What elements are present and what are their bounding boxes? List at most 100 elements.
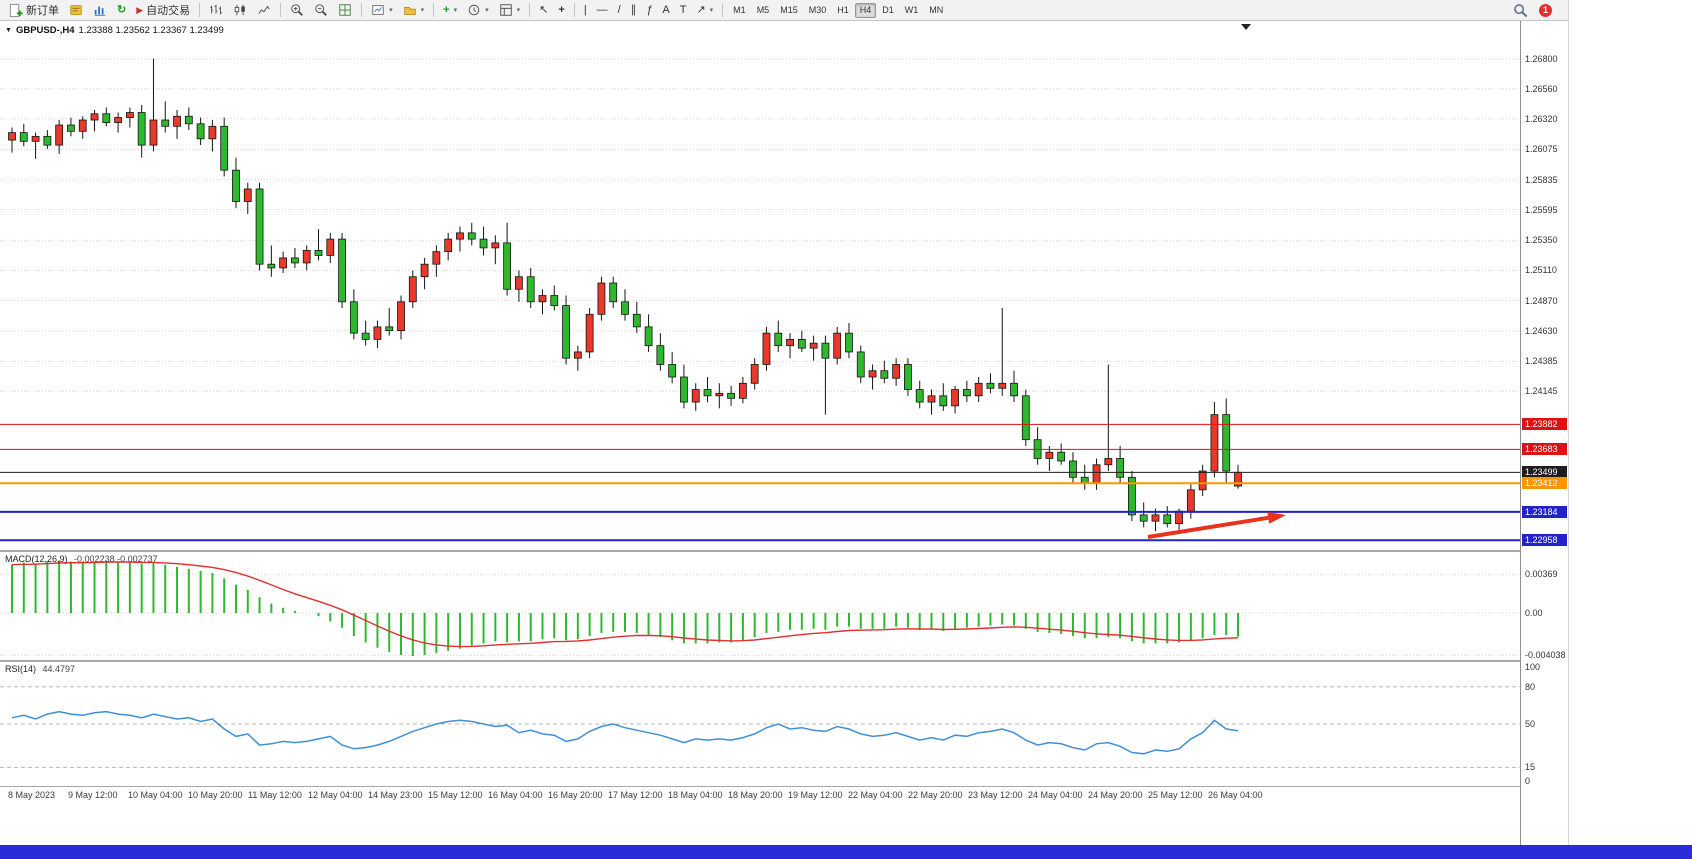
price-tag: 1.22958: [1522, 534, 1567, 547]
fibonacci-icon: ƒ: [646, 4, 653, 16]
market-watch-icon: [94, 6, 106, 16]
new-order-button[interactable]: 新订单: [4, 2, 63, 18]
time-axis-label: 18 May 20:00: [728, 790, 783, 800]
ohlc-values: 1.23388 1.23562 1.23367 1.23499: [78, 25, 224, 36]
timeframe-toolbar: M1 M5 M15 M30 H1 H4 D1 W1 MN: [728, 2, 948, 18]
cursor-button[interactable]: ↖: [535, 2, 552, 18]
time-axis-label: 11 May 12:00: [248, 790, 302, 800]
rsi-axis-label: 0: [1525, 776, 1531, 786]
macd-panel[interactable]: MACD(12,26,9) -0.002238 -0.002737: [0, 552, 1520, 662]
price-axis-label: 1.24385: [1525, 356, 1558, 367]
time-axis[interactable]: 8 May 2023 9 May 12:00 10 May 04:00 10 May …: [0, 787, 1520, 804]
time-axis-label: 8 May 2023: [8, 790, 56, 800]
price-axis-label: 1.25835: [1525, 174, 1558, 185]
rsi-axis-label: 50: [1525, 719, 1536, 729]
profiles-button[interactable]: ▾: [399, 2, 429, 18]
timeframe-button-H1[interactable]: H1: [832, 3, 854, 18]
zoom-in-button[interactable]: [286, 2, 308, 18]
rsi-value: 44.4797: [42, 664, 76, 674]
tile-windows-button[interactable]: [334, 2, 356, 18]
autotrading-button[interactable]: ▶ 自动交易: [132, 2, 194, 18]
rsi-axis-label: 80: [1525, 681, 1536, 692]
candlestick-chart[interactable]: [0, 21, 1520, 550]
trendline-icon: /: [617, 4, 621, 16]
rsi-line: [11, 710, 1239, 755]
label-button[interactable]: T: [676, 2, 691, 18]
templates-icon: [499, 4, 512, 16]
price-chart-panel[interactable]: ▼ GBPUSD-,H4 1.23388 1.23562 1.23367 1.2…: [0, 21, 1520, 552]
mt4-terminal-window: 新订单 ↻ ▶ 自动交易: [0, 0, 1569, 846]
vertical-line-button[interactable]: |: [580, 2, 591, 18]
price-tag: 1.23499: [1522, 466, 1567, 479]
search-button[interactable]: [1509, 2, 1532, 18]
bar-chart-type-button[interactable]: [205, 2, 227, 18]
text-button[interactable]: A: [658, 2, 673, 18]
time-axis-label: 22 May 04:00: [848, 790, 903, 800]
time-axis-label: 16 May 20:00: [548, 790, 603, 800]
rsi-chart[interactable]: [0, 662, 1520, 786]
tile-windows-icon: [339, 4, 351, 16]
macd-label: MACD(12,26,9) -0.002238 -0.002737: [5, 554, 158, 564]
vertical-line-icon: |: [583, 4, 587, 16]
new-chart-icon: [372, 5, 384, 15]
timeframe-button-M30[interactable]: M30: [804, 3, 832, 18]
templates-button[interactable]: ▾: [495, 2, 525, 18]
rsi-panel[interactable]: RSI(14) 44.4797: [0, 662, 1520, 787]
chart-ohlc-header: ▼ GBPUSD-,H4 1.23388 1.23562 1.23367 1.2…: [5, 25, 224, 36]
timeframe-button-D1[interactable]: D1: [877, 3, 899, 18]
timeframe-button-M5[interactable]: M5: [752, 3, 775, 18]
price-axis-label: 1.24870: [1525, 295, 1558, 306]
dropdown-icon: ▾: [516, 7, 521, 14]
price-axis-label: 1.25350: [1525, 235, 1558, 246]
price-tag: 1.23882: [1522, 418, 1567, 431]
time-axis-label: 14 May 23:00: [368, 790, 423, 800]
crosshair-button[interactable]: +: [554, 2, 568, 18]
fibonacci-button[interactable]: ƒ: [642, 2, 656, 18]
price-axis-label: 1.26800: [1525, 53, 1558, 64]
timeframe-button-M1[interactable]: M1: [728, 3, 751, 18]
macd-chart[interactable]: [0, 552, 1520, 660]
candlestick-chart-icon: [234, 4, 245, 16]
text-icon: A: [662, 4, 670, 16]
price-axis-label: 1.24630: [1525, 325, 1558, 336]
price-axis[interactable]: 1.26800 1.26560 1.26320 1.26075 1.25835 1.255…: [1520, 21, 1568, 846]
rsi-axis-label: 100: [1525, 662, 1541, 672]
rsi-label: RSI(14) 44.4797: [5, 664, 75, 674]
macd-axis-label: 0.00369: [1525, 569, 1558, 580]
time-axis-label: 10 May 20:00: [188, 790, 243, 800]
toolbar-separator: [433, 3, 435, 17]
market-watch-button[interactable]: [89, 2, 111, 18]
toolbar-separator: [361, 3, 363, 17]
chart-menu-icon[interactable]: ▼: [5, 27, 12, 34]
horizontal-line-button[interactable]: —: [593, 2, 612, 18]
label-icon: T: [679, 4, 687, 16]
candlestick-chart-type-button[interactable]: [229, 2, 251, 18]
time-axis-label: 10 May 04:00: [128, 790, 183, 800]
crosshair-icon: +: [558, 4, 565, 16]
shapes-button[interactable]: ↗ ▾: [692, 2, 717, 18]
toolbar-separator: [199, 3, 201, 17]
new-chart-button[interactable]: ▾: [367, 2, 397, 18]
timeframe-button-W1[interactable]: W1: [900, 3, 924, 18]
timeframe-button-H4[interactable]: H4: [854, 2, 877, 18]
macd-axis-label: -0.004038: [1525, 650, 1566, 661]
zoom-out-button[interactable]: [310, 2, 332, 18]
trendline-button[interactable]: /: [614, 2, 625, 18]
refresh-button[interactable]: ↻: [113, 2, 130, 18]
new-order-icon: [9, 3, 23, 17]
notification-badge[interactable]: 1: [1539, 3, 1552, 17]
metaeditor-button[interactable]: [65, 2, 87, 18]
channel-button[interactable]: ∥: [627, 2, 641, 18]
price-tag: 1.23184: [1522, 505, 1567, 518]
timeframe-button-MN[interactable]: MN: [924, 3, 948, 18]
timeframe-button-M15[interactable]: M15: [775, 3, 803, 18]
periods-button[interactable]: ▾: [463, 2, 493, 18]
macd-axis-label: 0.00: [1525, 608, 1543, 618]
dropdown-icon: ▾: [420, 7, 425, 14]
time-axis-label: 19 May 12:00: [788, 790, 843, 800]
indicators-button[interactable]: + ▾: [439, 2, 461, 18]
lower-blank-area: [0, 804, 1520, 846]
line-chart-type-button[interactable]: [253, 2, 275, 18]
time-axis-label: 9 May 12:00: [68, 790, 118, 800]
